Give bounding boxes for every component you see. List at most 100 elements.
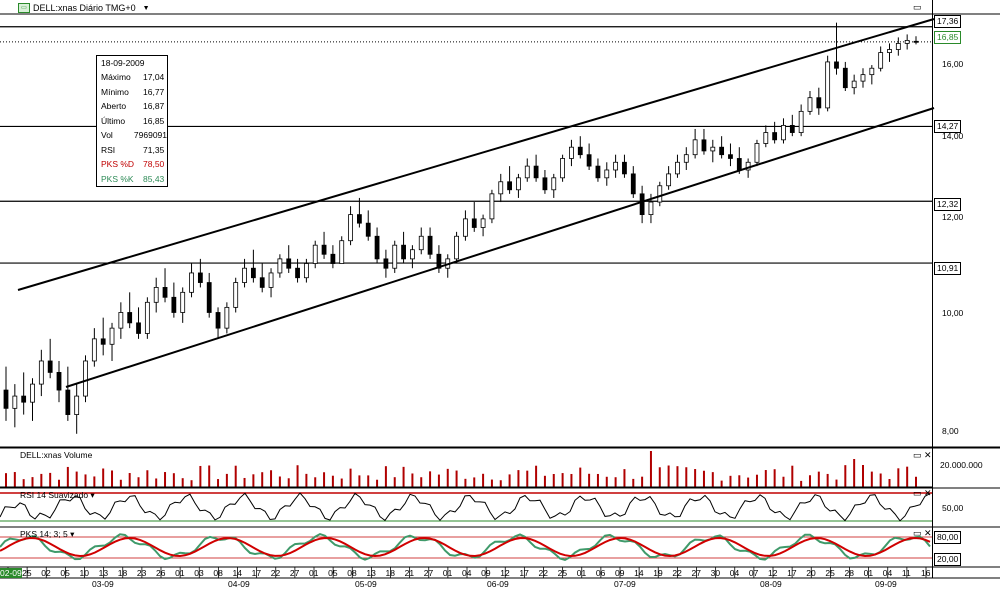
- time-axis-month-label: 09-09: [875, 579, 897, 589]
- info-label: PKS %K: [101, 173, 134, 184]
- candle-down: [374, 235, 380, 260]
- candle-down: [577, 146, 583, 156]
- time-axis-day-label: 13: [98, 568, 109, 578]
- time-axis-day-label: 18: [385, 568, 395, 578]
- maximize-icon[interactable]: ▭: [913, 528, 922, 538]
- candle-up: [710, 146, 716, 152]
- rsi-line: [0, 492, 931, 522]
- candle-down: [259, 277, 265, 288]
- candle-down: [383, 258, 389, 269]
- info-value: 16,77: [143, 86, 165, 97]
- candle-down: [622, 161, 627, 175]
- candle-up: [489, 193, 495, 220]
- time-axis-day-label: 01: [863, 568, 874, 578]
- candle-down: [913, 40, 919, 43]
- candle-up: [683, 154, 689, 163]
- pks-title-text: PKS 14; 3; 5: [20, 529, 68, 539]
- chevron-down-icon[interactable]: ▾: [90, 490, 95, 500]
- candle-up: [91, 338, 97, 362]
- candle-down: [127, 312, 133, 324]
- candle-down: [701, 139, 707, 152]
- candle-up: [807, 97, 813, 112]
- candle-up: [268, 272, 274, 288]
- candle-down: [816, 97, 822, 109]
- price-level-label: 12,32: [934, 198, 962, 211]
- candle-down: [286, 258, 292, 269]
- candle-up: [657, 185, 663, 203]
- price-tick: 16,00: [942, 59, 964, 69]
- chevron-down-icon[interactable]: ▾: [70, 529, 75, 539]
- candle-down: [136, 322, 141, 334]
- close-icon[interactable]: ✕: [924, 450, 932, 460]
- time-axis-day-label: 27: [423, 568, 434, 578]
- time-axis-day-label: 08: [347, 568, 357, 578]
- candle-down: [171, 296, 177, 313]
- info-label: Vol: [101, 130, 113, 141]
- candle-up: [895, 43, 901, 50]
- price-tick: 10,00: [942, 308, 964, 318]
- candle-up: [38, 360, 44, 385]
- time-axis-month-label: 06-09: [487, 579, 509, 589]
- candle-down: [842, 67, 848, 89]
- time-axis-day-label: 16: [921, 568, 931, 578]
- maximize-icon[interactable]: ▭: [913, 488, 922, 498]
- info-value: 7969091: [133, 130, 167, 141]
- maximize-icon[interactable]: ▭: [913, 450, 922, 460]
- pks-tick: 20,00: [934, 553, 962, 566]
- candle-up: [144, 301, 150, 334]
- time-axis-day-label: 12: [500, 568, 510, 578]
- candle-up: [666, 173, 672, 187]
- time-axis-day-label: 30: [710, 568, 721, 578]
- chart-title: DELL:xnas Diário TMG+0: [33, 3, 136, 13]
- candle-up: [569, 146, 574, 159]
- time-axis-day-label: 14: [634, 568, 644, 578]
- candle-down: [719, 146, 725, 156]
- close-icon[interactable]: ✕: [924, 528, 932, 538]
- time-axis-day-label: 10: [79, 568, 89, 578]
- candle-up: [392, 244, 398, 269]
- time-axis-day-label: 02: [41, 568, 51, 578]
- close-icon[interactable]: ✕: [924, 488, 932, 498]
- info-label: Aberto: [101, 101, 127, 112]
- price-tick: 14,00: [942, 131, 964, 141]
- candle-up: [878, 52, 884, 69]
- candle-up: [348, 214, 353, 242]
- time-axis-day-label: 04: [882, 568, 893, 578]
- price-tick: 8,00: [942, 426, 959, 436]
- info-label: Último: [101, 115, 126, 126]
- rsi-tick: 50,00: [942, 503, 964, 513]
- candle-up: [524, 165, 530, 179]
- chart-window-icon: ▭: [18, 3, 30, 13]
- candle-down: [595, 165, 601, 179]
- price-level-label: 10,91: [934, 262, 962, 275]
- info-label: Mínimo: [101, 86, 129, 97]
- maximize-icon[interactable]: ▭: [913, 2, 922, 12]
- chevron-down-icon[interactable]: ▼: [142, 4, 150, 12]
- candle-up: [30, 383, 35, 403]
- time-axis-month-label: 05-09: [355, 579, 377, 589]
- price-level-label: 17,36: [934, 15, 962, 28]
- candle-down: [639, 193, 645, 216]
- candle-up: [904, 39, 910, 44]
- time-axis-month-label: 07-09: [614, 579, 636, 589]
- candle-up: [480, 218, 486, 228]
- rsi-pane-title[interactable]: RSI 14 Suavizado ▾: [20, 490, 95, 501]
- time-axis-day-label: 17: [519, 568, 529, 578]
- pks-pane-title[interactable]: PKS 14; 3; 5 ▾: [20, 529, 74, 540]
- candle-down: [834, 61, 839, 69]
- time-axis-day-label: 28: [844, 568, 854, 578]
- time-axis-day-label: 11: [901, 568, 911, 578]
- time-axis-day-label: 18: [117, 568, 128, 578]
- time-axis-day-label: 01: [309, 568, 319, 578]
- time-axis-day-label: 27: [289, 568, 300, 578]
- candle-up: [118, 312, 124, 329]
- candle-down: [436, 253, 442, 269]
- candle-up: [551, 177, 557, 191]
- time-axis-day-label: 14: [232, 568, 242, 578]
- chart-title-bar[interactable]: ▭ DELL:xnas Diário TMG+0 ▼: [18, 2, 150, 14]
- info-value: 17,04: [143, 72, 165, 83]
- price-level-label: 14,27: [934, 120, 962, 133]
- candle-up: [233, 282, 239, 308]
- time-axis-day-label: 08: [213, 568, 223, 578]
